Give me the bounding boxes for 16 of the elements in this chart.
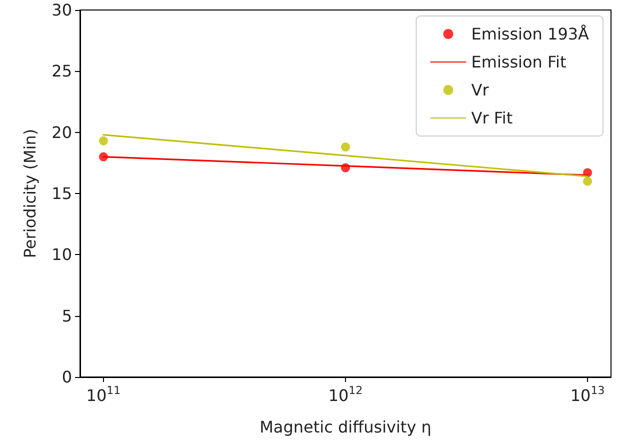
point (98, 136, 108, 146)
legend-label: Vr (471, 80, 490, 100)
y-tick-label: 15 (52, 184, 72, 203)
y-tick-label: 30 (52, 0, 72, 20)
point (341, 142, 350, 152)
legend-label: Emission 193Å (471, 24, 590, 44)
y-tick-label: 25 (52, 62, 72, 81)
point (583, 176, 592, 186)
legend-label: Emission Fit (471, 52, 566, 72)
x-axis-title: Magnetic diffusivity η (260, 418, 432, 436)
y-axis-title: Periodicity (Min) (20, 128, 40, 258)
y-tick-label: 10 (52, 245, 72, 264)
y-tick-label: 0 (62, 368, 72, 386)
y-tick-label: 5 (62, 306, 72, 326)
legend-label: Vr Fit (471, 108, 513, 128)
y-tick-label: 20 (52, 122, 72, 142)
